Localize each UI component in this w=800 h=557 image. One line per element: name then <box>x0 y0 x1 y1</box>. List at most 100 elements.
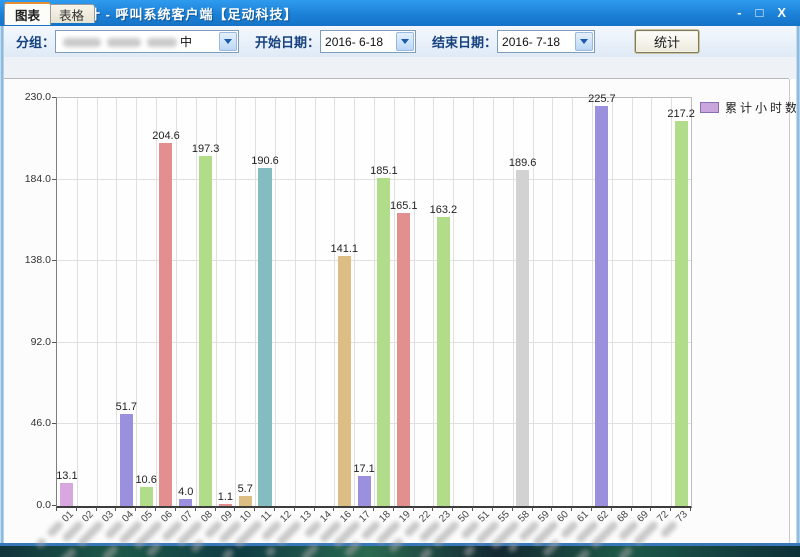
vertical-gridline <box>473 98 475 506</box>
minimize-button[interactable]: - <box>737 5 742 20</box>
start-date-label: 开始日期： <box>255 35 321 50</box>
start-date-value: 2016- 6-18 <box>325 34 384 49</box>
x-axis-tick <box>293 507 295 511</box>
bar-04 <box>119 414 133 506</box>
chevron-down-icon[interactable] <box>219 32 238 51</box>
x-axis-tick <box>353 507 355 511</box>
bar-62 <box>595 105 609 506</box>
bar-17 <box>357 475 371 506</box>
legend-label: 累计小时数 <box>725 101 800 115</box>
plot-area: 13.1 51.7 10.6 204.6 4.0 197.3 1.1 5.7 190.6 141.… <box>56 93 695 508</box>
window-border-left <box>0 26 4 543</box>
bar-value-label: 190.6 <box>251 154 279 167</box>
vertical-gridline <box>215 98 217 506</box>
y-axis-tick <box>52 178 56 180</box>
vertical-gridline <box>354 98 356 506</box>
legend-swatch <box>700 102 719 113</box>
x-axis-tick <box>174 507 176 511</box>
horizontal-gridline <box>57 178 691 180</box>
bar-07 <box>179 498 193 506</box>
vertical-gridline <box>393 98 395 506</box>
vertical-gridline <box>294 98 296 506</box>
group-label: 分组： <box>16 35 56 50</box>
start-date-dropdown[interactable]: 2016- 6-18 <box>320 30 417 53</box>
bar-06 <box>159 143 173 506</box>
vertical-gridline <box>671 98 673 506</box>
bar-value-label: 163.2 <box>429 203 458 216</box>
tab-strip <box>4 57 796 79</box>
x-axis-tick <box>472 507 474 511</box>
vertical-gridline <box>591 98 593 506</box>
x-axis-tick <box>452 507 454 511</box>
x-axis-tick <box>491 507 493 511</box>
end-date-label: 结束日期： <box>432 35 498 50</box>
bar-value-label: 197.3 <box>191 143 220 156</box>
tab-table[interactable]: 表格 <box>48 4 96 23</box>
window-title: 在线率统计 - 呼叫系统客户端【足动科技】 <box>31 6 298 22</box>
group-dropdown-censored-text: 中 <box>56 33 196 50</box>
y-axis-tick-label: 92.0 <box>30 335 51 348</box>
x-axis-tick <box>56 507 57 511</box>
bar-11 <box>258 167 272 506</box>
vertical-gridline <box>96 98 98 506</box>
vertical-gridline <box>175 98 177 506</box>
x-axis-tick <box>590 507 592 511</box>
toolbar: 分组： 中 开始日期： 2016- 6-18 结束日期： 2016- 7-18 … <box>4 26 796 58</box>
x-axis-tick <box>273 507 275 511</box>
end-date-value: 2016- 7-18 <box>502 34 561 49</box>
x-axis-tick <box>214 507 216 511</box>
maximize-button[interactable]: □ <box>755 5 764 20</box>
y-axis-tick-label: 138.0 <box>24 254 51 267</box>
vertical-gridline <box>235 98 237 506</box>
y-axis-tick-label: 0.0 <box>36 499 51 511</box>
title-bar: 在线率统计 - 呼叫系统客户端【足动科技】 - □ X <box>0 0 800 26</box>
bar-value-label: 17.1 <box>353 462 375 475</box>
tab-chart[interactable]: 图表 <box>4 2 52 25</box>
vertical-gridline <box>512 98 514 506</box>
window-controls: - □ X <box>737 6 800 20</box>
x-axis-tick <box>610 507 612 511</box>
desktop-background <box>0 546 800 557</box>
window-border-right <box>796 26 800 543</box>
bar-09 <box>218 504 232 506</box>
x-axis-tick <box>630 507 632 511</box>
bar-value-label: 204.6 <box>152 130 180 143</box>
bar-10 <box>238 495 252 506</box>
group-dropdown[interactable]: 中 <box>55 30 240 53</box>
bar-value-label: 189.6 <box>508 156 537 169</box>
bar-value-label: 217.2 <box>667 107 695 120</box>
vertical-gridline <box>274 98 276 506</box>
vertical-gridline <box>611 98 613 506</box>
vertical-gridline <box>651 98 653 506</box>
x-axis-tick <box>234 507 236 511</box>
horizontal-gridline <box>57 341 691 343</box>
vertical-gridline <box>572 98 574 506</box>
chevron-down-icon[interactable] <box>396 32 415 51</box>
bar-value-label: 185.1 <box>370 164 398 177</box>
bar-value-label: 225.7 <box>588 92 616 105</box>
bar-23 <box>436 216 450 506</box>
x-axis-tick <box>95 507 97 511</box>
stats-button[interactable]: 统计 <box>635 30 700 53</box>
x-axis-tick <box>670 507 672 511</box>
x-axis-tick <box>333 507 335 511</box>
bar-01 <box>60 482 74 506</box>
bar-value-label: 51.7 <box>115 401 138 414</box>
bar-value-label: 1.1 <box>217 491 234 504</box>
vertical-gridline <box>453 98 455 506</box>
y-axis-tick-label: 184.0 <box>24 172 51 185</box>
vertical-gridline <box>156 98 158 506</box>
close-button[interactable]: X <box>777 5 786 20</box>
vertical-gridline <box>532 98 534 506</box>
bar-value-label: 5.7 <box>237 482 253 495</box>
bar-value-label: 13.1 <box>56 469 78 482</box>
bar-16 <box>337 255 351 506</box>
chevron-down-icon[interactable] <box>575 32 594 51</box>
bar-73 <box>674 120 688 506</box>
vertical-gridline <box>334 98 336 506</box>
bar-value-label: 4.0 <box>178 485 194 498</box>
vertical-gridline <box>255 98 257 506</box>
end-date-dropdown[interactable]: 2016- 7-18 <box>497 30 596 53</box>
bar-value-label: 165.1 <box>389 200 418 213</box>
